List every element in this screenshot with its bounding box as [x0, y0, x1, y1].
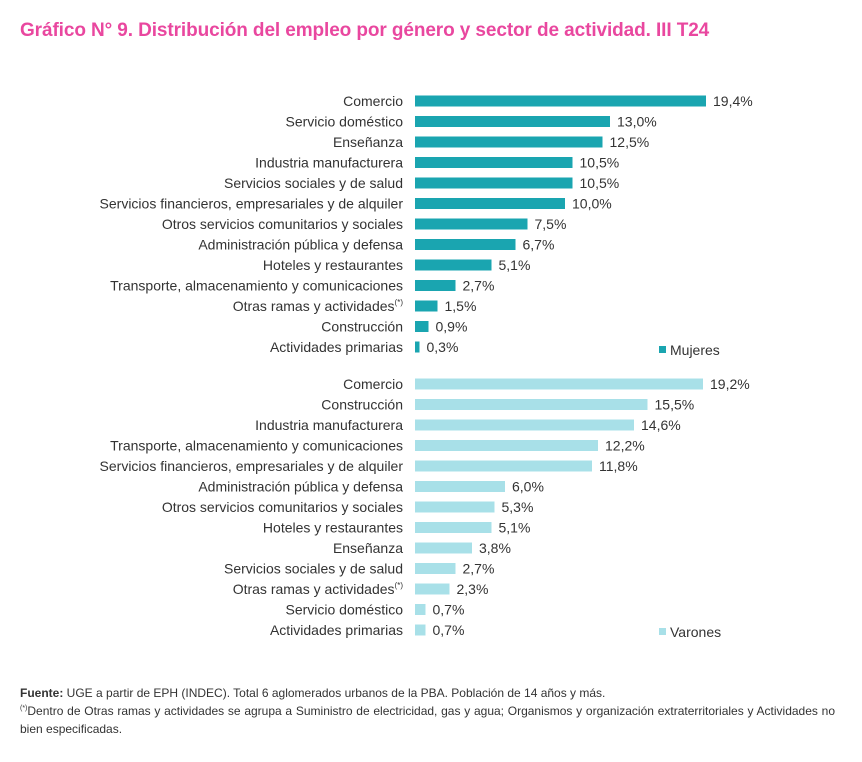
category-label: Servicios sociales y de salud: [224, 561, 403, 577]
data-label: 1,5%: [445, 298, 477, 314]
category-label: Servicio doméstico: [286, 602, 404, 618]
data-label: 19,2%: [710, 376, 750, 392]
bar-mujeres: [415, 259, 492, 271]
category-label: Otros servicios comunitarios y sociales: [162, 216, 403, 232]
category-label: Otros servicios comunitarios y sociales: [162, 499, 403, 515]
data-label: 3,8%: [479, 540, 511, 556]
source-text: UGE a partir de EPH (INDEC). Total 6 agl…: [63, 686, 606, 700]
category-label: Actividades primarias: [270, 339, 403, 355]
data-label: 5,1%: [499, 257, 531, 273]
bar-varones: [415, 501, 495, 513]
category-label: Otras ramas y actividades(*): [233, 581, 404, 597]
category-label: Comercio: [343, 376, 403, 392]
legend-swatch: [659, 628, 666, 635]
source-label: Fuente:: [20, 686, 64, 700]
bar-mujeres: [415, 198, 565, 209]
bar-varones: [415, 604, 426, 615]
legend-label: Mujeres: [670, 342, 720, 358]
category-label: Enseñanza: [333, 540, 403, 556]
bar-varones: [415, 378, 703, 390]
data-label: 14,6%: [641, 417, 681, 433]
data-label: 11,8%: [599, 458, 638, 474]
data-label: 0,7%: [433, 622, 465, 638]
category-label: Actividades primarias: [270, 622, 403, 638]
chart-notes: Fuente: UGE a partir de EPH (INDEC). Tot…: [20, 684, 835, 738]
data-label: 2,7%: [463, 561, 495, 577]
data-label: 19,4%: [713, 93, 753, 109]
bar-mujeres: [415, 177, 573, 189]
bar-varones: [415, 542, 472, 554]
category-label: Transporte, almacenamiento y comunicacio…: [110, 278, 403, 294]
series-varones: Comercio 19,2% Construcción 15,5% Industria …: [100, 376, 750, 640]
data-label: 0,7%: [433, 602, 465, 618]
bar-mujeres: [415, 341, 420, 353]
data-label: 0,3%: [427, 339, 459, 355]
series-mujeres: Comercio 19,4% Servicio doméstico 13,0% Ense…: [100, 93, 753, 358]
bar-mujeres: [415, 280, 456, 291]
bar-mujeres: [415, 218, 528, 230]
data-label: 0,9%: [436, 319, 468, 335]
category-label: Construcción: [321, 397, 403, 413]
bar-varones: [415, 440, 598, 451]
data-label: 5,1%: [499, 520, 531, 536]
category-label: Construcción: [321, 319, 403, 335]
bar-mujeres: [415, 321, 429, 332]
category-label: Administración pública y defensa: [198, 479, 403, 495]
data-label: 10,0%: [572, 196, 612, 212]
bar-chart: Comercio 19,4% Servicio doméstico 13,0% Ense…: [100, 93, 753, 640]
data-label: 2,7%: [463, 278, 495, 294]
data-label: 2,3%: [457, 581, 489, 597]
category-label: Servicios financieros, empresariales y d…: [100, 196, 404, 212]
data-label: 10,5%: [580, 175, 620, 191]
bar-varones: [415, 563, 456, 574]
legend-label: Varones: [670, 624, 721, 640]
data-label: 7,5%: [535, 216, 567, 232]
legend-swatch: [659, 346, 666, 353]
category-label: Enseñanza: [333, 134, 403, 150]
footnote-line: (*)Dentro de Otras ramas y actividades s…: [20, 702, 835, 738]
category-label: Servicios sociales y de salud: [224, 175, 403, 191]
bar-mujeres: [415, 116, 610, 127]
data-label: 6,0%: [512, 479, 544, 495]
category-label: Industria manufacturera: [255, 417, 403, 433]
data-label: 10,5%: [580, 155, 620, 171]
data-label: 15,5%: [655, 397, 695, 413]
data-label: 13,0%: [617, 114, 657, 130]
category-label: Administración pública y defensa: [198, 237, 403, 253]
bar-varones: [415, 522, 492, 533]
category-label: Servicios financieros, empresariales y d…: [100, 458, 404, 474]
category-label: Transporte, almacenamiento y comunicacio…: [110, 438, 403, 454]
category-label: Hoteles y restaurantes: [263, 520, 403, 536]
chart-title: Gráfico N° 9. Distribución del empleo po…: [20, 20, 710, 41]
bar-varones: [415, 624, 426, 636]
category-label: Servicio doméstico: [286, 114, 404, 130]
data-label: 5,3%: [502, 499, 534, 515]
bar-varones: [415, 460, 592, 472]
data-label: 6,7%: [523, 237, 555, 253]
data-label: 12,5%: [610, 134, 650, 150]
bar-mujeres: [415, 136, 603, 148]
bar-varones: [415, 481, 505, 492]
category-label: Otras ramas y actividades(*): [233, 298, 404, 314]
footnote-text: Dentro de Otras ramas y actividades se a…: [20, 704, 835, 736]
bar-varones: [415, 399, 648, 410]
data-label: 12,2%: [605, 438, 645, 454]
bar-mujeres: [415, 95, 706, 107]
bar-varones: [415, 583, 450, 595]
category-label: Industria manufacturera: [255, 155, 403, 171]
source-line: Fuente: UGE a partir de EPH (INDEC). Tot…: [20, 684, 835, 702]
bar-mujeres: [415, 239, 516, 250]
bar-mujeres: [415, 157, 573, 168]
category-label: Comercio: [343, 93, 403, 109]
bar-varones: [415, 419, 634, 431]
bar-mujeres: [415, 300, 438, 312]
category-label: Hoteles y restaurantes: [263, 257, 403, 273]
footnote-marker: (*): [20, 705, 28, 712]
